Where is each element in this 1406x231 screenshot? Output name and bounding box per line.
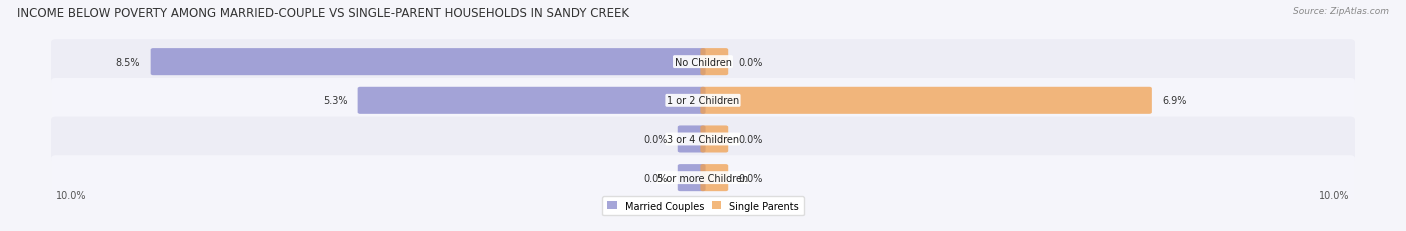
FancyBboxPatch shape	[700, 87, 1152, 114]
Text: 0.0%: 0.0%	[643, 173, 668, 183]
FancyBboxPatch shape	[51, 155, 1355, 200]
Legend: Married Couples, Single Parents: Married Couples, Single Parents	[602, 196, 804, 216]
Text: 6.9%: 6.9%	[1163, 96, 1187, 106]
FancyBboxPatch shape	[700, 164, 728, 191]
FancyBboxPatch shape	[51, 79, 1355, 123]
Text: INCOME BELOW POVERTY AMONG MARRIED-COUPLE VS SINGLE-PARENT HOUSEHOLDS IN SANDY C: INCOME BELOW POVERTY AMONG MARRIED-COUPL…	[17, 7, 628, 20]
Text: 5.3%: 5.3%	[323, 96, 347, 106]
FancyBboxPatch shape	[700, 49, 728, 76]
FancyBboxPatch shape	[678, 126, 706, 153]
FancyBboxPatch shape	[51, 40, 1355, 85]
FancyBboxPatch shape	[700, 126, 728, 153]
Text: 0.0%: 0.0%	[738, 57, 763, 67]
Text: 0.0%: 0.0%	[643, 134, 668, 144]
FancyBboxPatch shape	[51, 117, 1355, 162]
Text: 1 or 2 Children: 1 or 2 Children	[666, 96, 740, 106]
Text: 0.0%: 0.0%	[738, 134, 763, 144]
Text: 8.5%: 8.5%	[115, 57, 141, 67]
Text: 0.0%: 0.0%	[738, 173, 763, 183]
FancyBboxPatch shape	[150, 49, 706, 76]
FancyBboxPatch shape	[357, 87, 706, 114]
Text: 10.0%: 10.0%	[56, 190, 87, 200]
Text: No Children: No Children	[675, 57, 731, 67]
Text: 3 or 4 Children: 3 or 4 Children	[666, 134, 740, 144]
FancyBboxPatch shape	[678, 164, 706, 191]
Text: Source: ZipAtlas.com: Source: ZipAtlas.com	[1294, 7, 1389, 16]
Text: 5 or more Children: 5 or more Children	[658, 173, 748, 183]
Text: 10.0%: 10.0%	[1319, 190, 1350, 200]
